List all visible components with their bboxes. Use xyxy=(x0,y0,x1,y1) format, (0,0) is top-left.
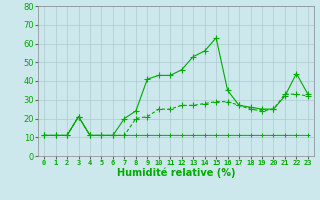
X-axis label: Humidité relative (%): Humidité relative (%) xyxy=(117,168,235,178)
